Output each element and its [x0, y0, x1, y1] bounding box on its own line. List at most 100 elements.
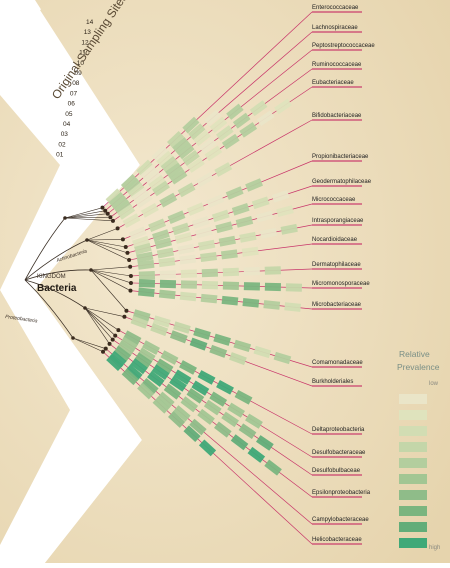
- prevalence-cell-group: [195, 226, 213, 239]
- prevalence-cell: [253, 345, 272, 359]
- prevalence-cell-group: [180, 269, 198, 279]
- prevalence-cell: [158, 289, 176, 300]
- prevalence-cell-group: [214, 421, 232, 438]
- prevalence-cell: [276, 205, 294, 218]
- prevalence-cell: [144, 169, 162, 186]
- tree-branch: [24, 239, 88, 281]
- tree-branch: [90, 269, 132, 284]
- prevalence-cell-group: [152, 229, 170, 242]
- prevalence-cell: [226, 103, 244, 120]
- prevalence-cell-group: [200, 293, 218, 304]
- prevalence-cell-group: [125, 364, 143, 381]
- tree-branch: [90, 269, 131, 277]
- sampling-site-label: 14: [86, 19, 94, 26]
- prevalence-cell: [242, 298, 260, 308]
- prevalence-cell: [134, 192, 153, 208]
- prevalence-cell: [160, 350, 179, 365]
- legend-steps: [399, 394, 427, 548]
- prevalence-cell-group: [132, 235, 150, 249]
- prevalence-cell: [234, 389, 253, 405]
- prevalence-cell-group: [119, 336, 138, 352]
- tree-branch: [86, 239, 126, 248]
- prevalence-cell-group: [218, 235, 236, 247]
- sampling-site-label: 02: [58, 141, 66, 148]
- prevalence-cell-group: [169, 168, 188, 185]
- prevalence-cell-group: [221, 295, 239, 306]
- prevalence-cell-group: [214, 162, 233, 177]
- prevalence-cell-group: [203, 399, 222, 416]
- prevalence-cell: [173, 321, 191, 334]
- prevalence-cell-group: [111, 195, 129, 212]
- legend-step: [399, 458, 427, 468]
- prevalence-cell-group: [180, 280, 198, 289]
- tree-leaf-node: [123, 245, 128, 250]
- prevalence-cell: [280, 223, 298, 235]
- sampling-site-labels: 14 13 12 11 10 09 08 07 06 05 04 03 02 01: [56, 19, 94, 159]
- prevalence-cell-group: [186, 387, 205, 404]
- sampling-site-label: 05: [65, 111, 73, 118]
- prevalence-cell-group: [204, 145, 223, 162]
- prevalence-cell: [169, 376, 187, 392]
- prevalence-cell-group: [209, 116, 228, 134]
- prevalence-cell: [167, 210, 186, 224]
- prevalence-cell: [137, 347, 156, 363]
- prevalence-cell-group: [157, 391, 175, 409]
- family-label: Dermatophilaceae: [312, 262, 361, 268]
- prevalence-cell-group: [215, 221, 233, 234]
- prevalence-cell: [111, 195, 129, 212]
- prevalence-cell-group: [142, 340, 160, 355]
- prevalence-cell-group: [154, 237, 172, 250]
- prevalence-cell: [241, 246, 259, 257]
- prevalence-cell: [209, 344, 228, 358]
- tree-leaf-node: [128, 273, 133, 278]
- prevalence-cell-group: [150, 323, 169, 337]
- root-label: Bacteria: [37, 283, 77, 294]
- prevalence-cell: [209, 116, 228, 134]
- prevalence-cell-group: [264, 282, 282, 292]
- family-label: Micromonosporaceae: [312, 281, 370, 287]
- sampling-site-label: 07: [70, 90, 78, 97]
- prevalence-cell: [243, 282, 261, 291]
- prevalence-cell: [239, 231, 257, 243]
- prevalence-cell: [193, 327, 211, 340]
- prevalence-cell-group: [229, 352, 247, 366]
- prevalence-cell-group: [273, 351, 292, 365]
- prevalence-cell: [213, 333, 231, 346]
- family-label: Desulfobulbaceae: [312, 468, 361, 474]
- prevalence-cell: [151, 145, 169, 163]
- tree-branch: [84, 307, 119, 331]
- sampling-site-label: 08: [72, 80, 80, 87]
- prevalence-cell: [137, 382, 155, 400]
- family-label: Lachnospiraceae: [312, 25, 358, 31]
- tree-leaf-node: [110, 218, 115, 223]
- phylogenetic-tree: [24, 207, 132, 353]
- prevalence-cell: [147, 370, 165, 387]
- prevalence-cell-group: [128, 226, 147, 241]
- prevalence-cell-group: [206, 194, 225, 208]
- prevalence-cell: [168, 411, 186, 428]
- prevalence-cell-group: [124, 178, 142, 195]
- prevalence-cell: [264, 459, 282, 476]
- prevalence-cell: [264, 266, 281, 275]
- prevalence-cell-group: [131, 187, 150, 204]
- prevalence-cell-group: [259, 227, 278, 239]
- tree-leaf-node: [127, 258, 132, 263]
- prevalence-cell: [232, 112, 251, 129]
- tree-branch: [90, 266, 131, 271]
- prevalence-cell: [203, 399, 222, 416]
- prevalence-cell-group: [274, 98, 292, 115]
- sampling-site-label: 01: [56, 152, 64, 159]
- prevalence-cell: [177, 243, 195, 255]
- tree-leaf-node: [120, 237, 125, 242]
- prevalence-cell-group: [152, 396, 170, 414]
- prevalence-cell-group: [136, 159, 154, 177]
- prevalence-cell: [160, 156, 179, 173]
- prevalence-cell: [114, 199, 133, 216]
- prevalence-cell-group: [215, 125, 234, 142]
- prevalence-cell: [235, 215, 254, 228]
- prevalence-cell-group: [247, 446, 266, 463]
- prevalence-cell-group: [159, 192, 178, 208]
- family-label: Geodermatophilaceae: [312, 179, 372, 185]
- prevalence-cell-group: [183, 425, 201, 443]
- prevalence-cell: [166, 131, 185, 148]
